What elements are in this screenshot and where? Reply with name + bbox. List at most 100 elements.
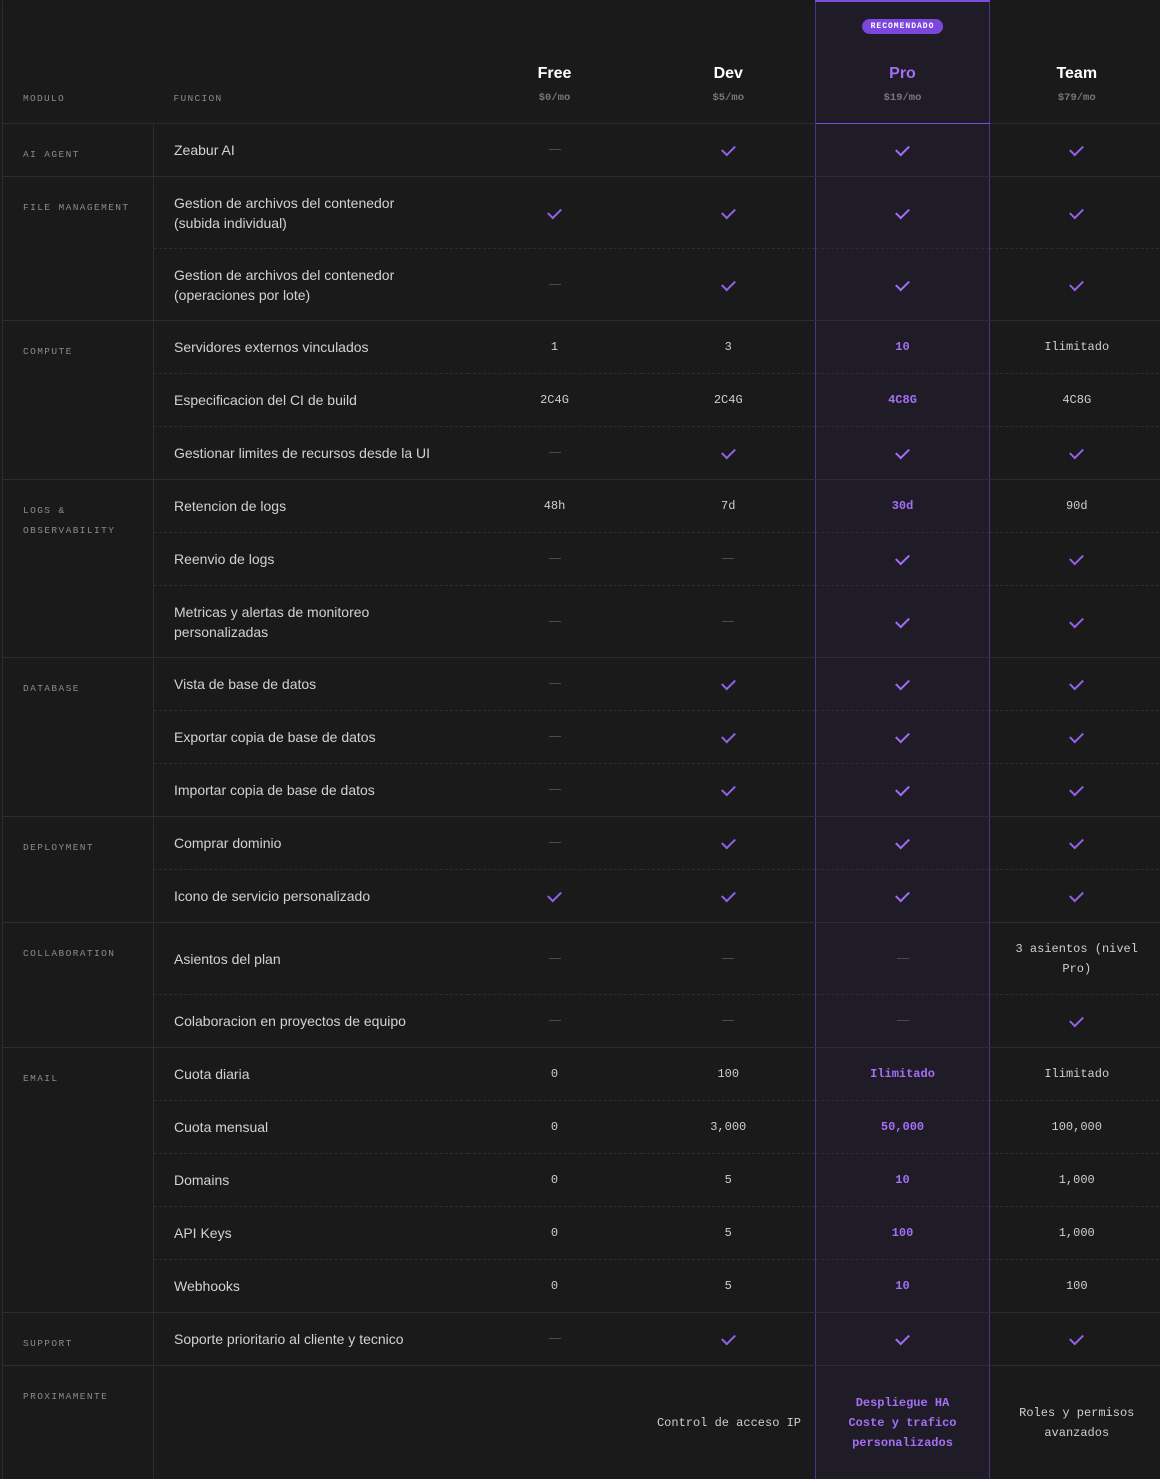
module-label: AI AGENT	[3, 124, 154, 177]
value-text: 2C4G	[540, 393, 569, 407]
value-pro: 50,000	[816, 1101, 990, 1154]
feature-name: Cuota diaria	[154, 1048, 468, 1101]
value-dev	[642, 817, 816, 870]
value-dev: 3,000	[642, 1101, 816, 1154]
value-free: 48h	[468, 480, 642, 533]
value-text: 100	[1066, 1279, 1088, 1293]
check-icon	[547, 888, 562, 903]
check-icon	[721, 142, 736, 157]
value-free: 0	[468, 1207, 642, 1260]
table-row: Reenvio de logs	[3, 533, 1160, 586]
upcoming-dev: Control de acceso IP	[468, 1366, 816, 1479]
plan-header-dev: Dev$5/mo	[642, 1, 816, 124]
feature-name	[154, 1366, 468, 1479]
value-team	[990, 124, 1160, 177]
feature-name: Soporte prioritario al cliente y tecnico	[154, 1313, 468, 1366]
value-text: 48h	[544, 499, 566, 513]
value-text: 90d	[1066, 499, 1088, 513]
check-icon	[895, 782, 910, 797]
value-dev	[642, 1313, 816, 1366]
value-dev	[642, 586, 816, 658]
module-label: LOGS & OBSERVABILITY	[3, 480, 154, 658]
value-pro	[816, 658, 990, 711]
value-text: 0	[551, 1226, 558, 1240]
dash-icon	[722, 621, 734, 622]
check-icon	[1069, 613, 1084, 628]
check-icon	[721, 835, 736, 850]
feature-name: Gestion de archivos del contenedor (subi…	[154, 177, 468, 249]
value-free	[468, 817, 642, 870]
value-text: 5	[725, 1279, 732, 1293]
value-free: 0	[468, 1048, 642, 1101]
value-team	[990, 533, 1160, 586]
value-dev	[642, 177, 816, 249]
table-row: Icono de servicio personalizado	[3, 870, 1160, 923]
check-icon	[721, 204, 736, 219]
feature-name: Zeabur AI	[154, 124, 468, 177]
value-text: 5	[725, 1226, 732, 1240]
value-dev	[642, 658, 816, 711]
value-text: 50,000	[881, 1120, 924, 1134]
module-label: PROXIMAMENTE	[3, 1366, 154, 1479]
value-dev: 3	[642, 321, 816, 374]
feature-name: Servidores externos vinculados	[154, 321, 468, 374]
check-icon	[721, 782, 736, 797]
dash-icon	[549, 452, 561, 453]
feature-name: Especificacion del CI de build	[154, 374, 468, 427]
dash-icon	[722, 1020, 734, 1021]
check-icon	[721, 888, 736, 903]
plan-price: $0/mo	[468, 92, 642, 104]
table-row: Importar copia de base de datos	[3, 764, 1160, 817]
value-team: Ilimitado	[990, 1048, 1160, 1101]
check-icon	[547, 204, 562, 219]
feature-name: Retencion de logs	[154, 480, 468, 533]
value-free	[468, 764, 642, 817]
feature-name: Asientos del plan	[154, 923, 468, 995]
value-text: 30d	[892, 499, 914, 513]
value-text: 100	[717, 1067, 739, 1081]
value-text: 3,000	[710, 1120, 746, 1134]
value-dev: 5	[642, 1154, 816, 1207]
value-pro	[816, 124, 990, 177]
module-label: DATABASE	[3, 658, 154, 817]
value-pro	[816, 817, 990, 870]
function-column-header: FUNCION	[154, 1, 468, 124]
dash-icon	[549, 1338, 561, 1339]
value-text: 10	[895, 340, 909, 354]
value-text: Ilimitado	[870, 1067, 935, 1081]
value-pro	[816, 533, 990, 586]
value-dev: 5	[642, 1260, 816, 1313]
check-icon	[721, 276, 736, 291]
dash-icon	[549, 149, 561, 150]
table-row: Gestion de archivos del contenedor (oper…	[3, 249, 1160, 321]
check-icon	[721, 1331, 736, 1346]
value-free	[468, 658, 642, 711]
table-header: MODULO FUNCION Free$0/mo Dev$5/mo RECOME…	[3, 1, 1160, 124]
value-text: 1,000	[1059, 1226, 1095, 1240]
value-pro: 100	[816, 1207, 990, 1260]
plan-price: $19/mo	[816, 92, 989, 104]
value-text: 5	[725, 1173, 732, 1187]
value-team: 3 asientos (nivel Pro)	[990, 923, 1160, 995]
check-icon	[1069, 782, 1084, 797]
value-pro: 10	[816, 1260, 990, 1313]
feature-name: Cuota mensual	[154, 1101, 468, 1154]
dash-icon	[549, 842, 561, 843]
value-team	[990, 711, 1160, 764]
value-free	[468, 923, 642, 995]
feature-name: Reenvio de logs	[154, 533, 468, 586]
module-label: EMAIL	[3, 1048, 154, 1313]
feature-name: Domains	[154, 1154, 468, 1207]
dash-icon	[549, 789, 561, 790]
value-pro	[816, 764, 990, 817]
